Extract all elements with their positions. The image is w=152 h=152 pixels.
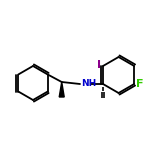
Polygon shape — [59, 82, 64, 97]
Text: F: F — [136, 79, 144, 89]
Text: NH: NH — [81, 79, 96, 88]
Text: I: I — [97, 60, 101, 70]
